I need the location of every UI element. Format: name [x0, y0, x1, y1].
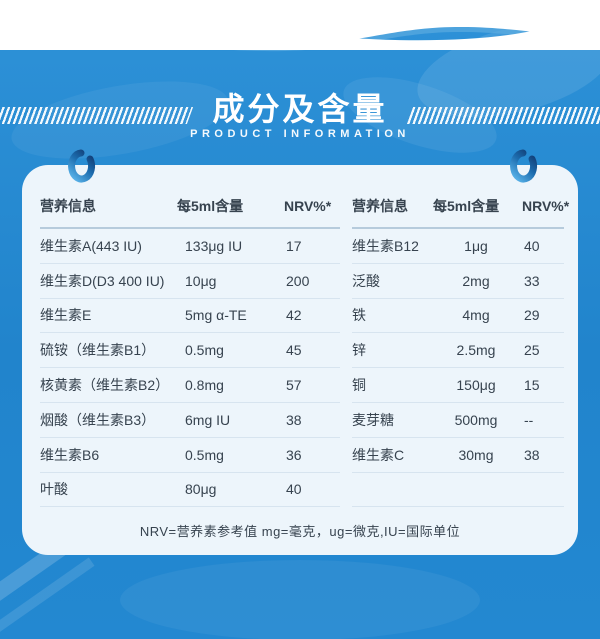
cell-amount: 80μg [185, 481, 217, 498]
cell-nutrient: 维生素C [352, 446, 405, 463]
cell-nrv: 25 [524, 342, 540, 359]
cell-nutrient: 核黄素（维生素B2） [40, 377, 170, 394]
page-title: 成分及含量 [212, 91, 388, 127]
table-row: 铁 4mg 29 [352, 299, 564, 334]
table-header-row: 营养信息 每5ml含量 NRV%* [352, 185, 569, 229]
table-row: 硫铵（维生素B1） 0.5mg 45 [40, 333, 340, 369]
ring-icon [68, 149, 96, 183]
cell-nutrient: 铁 [352, 307, 366, 324]
bottom-wave-decoration [0, 9, 600, 50]
nutrition-table-right: 营养信息 每5ml含量 NRV%* 维生素B12 1μg 40 泛酸 2mg 33 铁 4mg… [352, 185, 569, 508]
cell-nutrient: 硫铵（维生素B1） [40, 342, 156, 359]
cell-nrv: 36 [286, 446, 302, 463]
cell-nutrient: 麦芽糖 [352, 411, 394, 428]
cell-nutrient: 铜 [352, 377, 366, 394]
cell-amount: 5mg α-TE [185, 307, 247, 324]
page-subtitle: PRODUCT INFORMATION [190, 128, 410, 140]
table-row: 叶酸 80μg 40 [40, 473, 340, 508]
cell-amount: 2mg [462, 272, 490, 289]
cell-amount: 30mg [458, 446, 494, 463]
table-row [352, 473, 564, 508]
table-row: 维生素E 5mg α-TE 42 [40, 299, 340, 334]
cell-amount: 10μg [185, 272, 217, 289]
cell-nrv: -- [524, 411, 534, 428]
cell-amount: 0.5mg [185, 446, 224, 463]
cell-nrv: 17 [286, 237, 302, 254]
table-row: 维生素A(443 IU) 133μg IU 17 [40, 229, 340, 264]
table-row: 维生素B12 1μg 40 [352, 229, 564, 264]
cell-nrv: 40 [524, 237, 540, 254]
table-row: 维生素D(D3 400 IU) 10μg 200 [40, 264, 340, 299]
column-header-nutrient: 营养信息 [40, 198, 96, 214]
cell-amount: 6mg IU [185, 411, 231, 428]
cell-nrv: 40 [286, 481, 302, 498]
column-header-amount: 每5ml含量 [177, 198, 244, 214]
cell-nrv: 200 [286, 272, 310, 289]
cell-amount: 500mg [454, 411, 498, 428]
cell-amount: 1μg [464, 237, 488, 254]
cell-nutrient: 维生素B6 [40, 446, 100, 463]
cell-amount: 150μg [456, 377, 496, 394]
cell-amount: 0.8mg [185, 377, 224, 394]
cell-nutrient: 维生素A(443 IU) [40, 237, 142, 254]
nutrition-card: 营养信息 每5ml含量 NRV%* 维生素A(443 IU) 133μg IU 17… [22, 165, 578, 555]
nutrition-tables: 营养信息 每5ml含量 NRV%* 维生素A(443 IU) 133μg IU 17… [40, 185, 569, 508]
table-row: 维生素B6 0.5mg 36 [40, 438, 340, 473]
table-row: 麦芽糖 500mg -- [352, 403, 564, 438]
table-row: 铜 150μg 15 [352, 368, 564, 403]
column-header-nutrient: 营养信息 [352, 198, 408, 214]
cell-nutrient: 维生素B12 [352, 237, 419, 254]
top-wave-decoration [0, 0, 600, 52]
nutrition-table-left: 营养信息 每5ml含量 NRV%* 维生素A(443 IU) 133μg IU 17… [40, 185, 340, 508]
table-row: 锌 2.5mg 25 [352, 333, 564, 369]
cell-nrv: 38 [286, 411, 302, 428]
column-header-nrv: NRV%* [522, 198, 570, 214]
table-row: 维生素C 30mg 38 [352, 438, 564, 473]
cell-nutrient: 锌 [352, 342, 366, 359]
cell-nutrient: 维生素D(D3 400 IU) [40, 272, 165, 289]
cell-nrv: 33 [524, 272, 540, 289]
column-header-amount: 每5ml含量 [433, 198, 500, 214]
cell-nutrient: 维生素E [40, 307, 92, 324]
footnote: NRV=营养素参考值 mg=毫克，ug=微克,IU=国际单位 [139, 524, 461, 539]
cell-nrv: 57 [286, 377, 302, 394]
table-row: 核黄素（维生素B2） 0.8mg 57 [40, 368, 340, 403]
table-row: 烟酸（维生素B3） 6mg IU 38 [40, 403, 340, 438]
cell-nrv: 15 [524, 377, 540, 394]
table-header-row: 营养信息 每5ml含量 NRV%* [40, 185, 340, 229]
table-row: 泛酸 2mg 33 [352, 264, 564, 299]
cell-nrv: 42 [286, 307, 302, 324]
column-header-nrv: NRV%* [284, 198, 332, 214]
cell-nrv: 38 [524, 446, 540, 463]
cell-amount: 133μg IU [185, 237, 243, 254]
cell-amount: 0.5mg [185, 342, 224, 359]
cell-nutrient: 烟酸（维生素B3） [40, 411, 156, 428]
cell-nrv: 45 [286, 342, 302, 359]
cell-amount: 2.5mg [456, 342, 496, 359]
cell-nutrient: 泛酸 [352, 272, 380, 289]
cell-amount: 4mg [462, 307, 490, 324]
cell-nrv: 29 [524, 307, 540, 324]
cell-nutrient: 叶酸 [40, 481, 68, 498]
ring-icon [510, 149, 538, 183]
